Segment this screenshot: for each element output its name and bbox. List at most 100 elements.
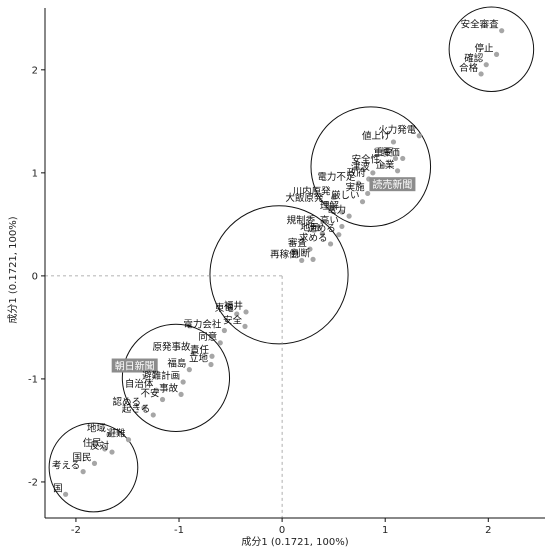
reference-lines — [45, 275, 283, 518]
data-point — [370, 170, 376, 176]
data-point — [217, 340, 223, 346]
data-point — [392, 155, 399, 162]
point-label: 値上げ — [362, 130, 391, 142]
y-tick-label: 2 — [32, 65, 38, 76]
data-point — [346, 213, 352, 219]
point-label: 高い — [320, 214, 339, 226]
x-tick-label: -2 — [71, 525, 81, 536]
data-point — [359, 199, 366, 205]
point-label: 判断 — [291, 247, 311, 259]
point-label: 再稼働 — [270, 248, 299, 260]
data-point — [339, 209, 345, 215]
point-label: 審査 — [288, 237, 308, 249]
data-point — [355, 180, 362, 186]
data-point — [310, 256, 316, 262]
cluster-circles — [48, 6, 535, 513]
y-axis-label: 成分1 (0.1721, 100%) — [7, 216, 19, 323]
data-point — [102, 446, 108, 452]
data-point — [493, 51, 500, 57]
highlight-label-box — [111, 358, 158, 373]
y-tick-label: -1 — [28, 374, 38, 385]
cluster-circle-4 — [121, 323, 231, 432]
data-point — [159, 396, 166, 403]
point-label: 進める — [307, 223, 336, 235]
point-label: 評価 — [381, 146, 401, 158]
data-point — [180, 379, 186, 385]
point-label: 停止 — [475, 42, 495, 54]
point-label: 住民 — [83, 437, 102, 449]
point-label: 電力不足 — [317, 171, 356, 183]
point-label: 津波 — [351, 161, 371, 173]
point-label: 立地 — [189, 352, 209, 364]
point-label: 実施 — [346, 181, 366, 193]
data-point — [339, 223, 345, 230]
point-label: 川内原発 — [293, 186, 332, 198]
point-label: 福井 — [224, 300, 243, 312]
point-label: 事故 — [159, 382, 179, 394]
point-label: 避難 — [106, 428, 126, 440]
data-point — [394, 168, 401, 174]
data-point — [63, 491, 69, 497]
data-point — [307, 246, 313, 252]
data-points — [63, 28, 505, 497]
data-point — [91, 460, 98, 466]
data-point — [319, 231, 325, 237]
point-label: 安全性 — [352, 154, 381, 166]
point-label: 政府 — [347, 167, 367, 179]
cluster-circle-5 — [48, 422, 139, 513]
data-point — [315, 223, 321, 230]
data-point — [478, 71, 484, 77]
data-point — [242, 323, 248, 329]
cluster-circle-1 — [448, 6, 535, 92]
data-point — [208, 361, 214, 368]
point-label: 電力会社 — [183, 318, 222, 330]
y-tick-label: -2 — [28, 477, 38, 488]
point-label: 地域 — [87, 423, 107, 435]
data-point — [327, 241, 334, 247]
axes: -2 -1 0 1 2 -2 -1 0 1 2 — [28, 8, 545, 536]
data-point — [125, 437, 132, 443]
data-point — [234, 311, 240, 317]
x-tick-label: 1 — [382, 525, 388, 536]
data-point — [141, 405, 147, 411]
data-point — [221, 327, 227, 334]
x-tick-label: -1 — [174, 525, 184, 536]
highlight-label: 朝日新聞 — [115, 360, 155, 373]
data-point — [106, 431, 112, 438]
point-label: 国民 — [72, 452, 91, 463]
cluster-circle-2 — [310, 106, 432, 227]
data-point — [390, 139, 397, 145]
point-label: 大飯原発 — [285, 192, 324, 204]
point-label: 理解 — [320, 200, 340, 212]
point-label: 求める — [299, 232, 328, 244]
data-point — [365, 190, 371, 197]
data-point — [499, 28, 505, 34]
point-label: 地元 — [300, 222, 320, 234]
data-point — [323, 201, 330, 207]
highlight-label: 読売新聞 — [372, 178, 412, 191]
y-tick-label: 0 — [32, 271, 38, 282]
x-tick-label: 2 — [485, 525, 491, 536]
point-label: 企業 — [376, 159, 396, 171]
data-point — [336, 232, 342, 238]
point-label: 不安 — [141, 388, 160, 400]
y-tick-label: 1 — [32, 168, 38, 179]
point-label: 原発事故 — [152, 341, 191, 353]
data-point — [190, 350, 197, 356]
point-label: 福島 — [167, 358, 186, 370]
point-label: 重要 — [373, 146, 392, 158]
data-point — [109, 449, 115, 455]
point-label: 確認 — [464, 53, 484, 65]
data-point — [209, 353, 215, 359]
x-tick-label: 0 — [279, 525, 285, 536]
point-label: 国 — [53, 483, 63, 494]
point-label: 同意 — [198, 331, 217, 343]
data-point — [178, 391, 184, 397]
data-point — [186, 367, 192, 373]
point-label: 火力発電 — [378, 124, 417, 136]
point-label: 規制委 — [287, 214, 316, 226]
point-label: 責任 — [190, 344, 210, 356]
highlight-label-box — [369, 177, 416, 192]
data-point — [299, 257, 305, 264]
